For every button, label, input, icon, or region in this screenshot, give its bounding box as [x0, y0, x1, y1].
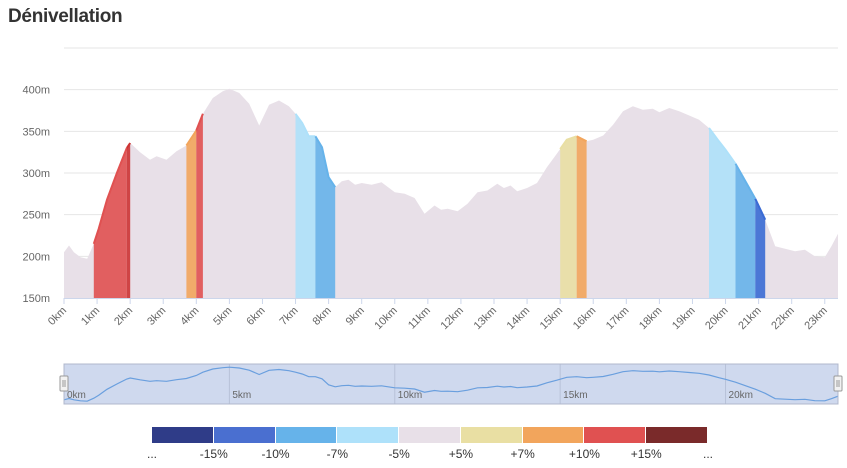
x-tick-label: 22km: [769, 305, 797, 333]
x-tick-label: 21km: [736, 305, 764, 333]
y-tick-label: 300m: [22, 168, 50, 180]
x-tick-label: 11km: [406, 305, 433, 332]
legend-label: ...: [702, 447, 714, 461]
legend-swatch: [213, 427, 276, 443]
gradient-segment-edge: [185, 129, 198, 147]
x-tick-label: 10km: [372, 305, 400, 333]
y-tick-label: 350m: [22, 126, 50, 138]
legend-label: -5%: [388, 447, 410, 461]
gradient-segment-edge: [576, 135, 588, 143]
navigator-selection[interactable]: [64, 364, 838, 404]
legend-swatch: [584, 427, 647, 443]
navigator-label: 5km: [232, 390, 251, 401]
navigator-label: 15km: [563, 390, 587, 401]
legend-label: +15%: [630, 447, 662, 461]
x-axis: 0km 1km 2km 3km 4km 5km 6km 7km 8km 9km 10km 11km 12…: [46, 298, 830, 332]
navigator-handle-right[interactable]: [833, 375, 843, 392]
gradient-segment: [93, 148, 127, 298]
legend-label: +5%: [448, 447, 474, 461]
x-tick-label: 12km: [439, 305, 467, 333]
y-tick-label: 400m: [22, 85, 50, 97]
x-tick-label: 6km: [244, 305, 267, 328]
elevation-chart: 150m 200m 250m 300m 350m 400m 0km 1km 2km 3km 4km…: [22, 47, 843, 405]
gradient-segment: [196, 113, 203, 298]
x-tick-label: 16km: [571, 305, 599, 333]
x-tick-label: 19km: [670, 305, 698, 333]
y-tick-label: 200m: [22, 251, 50, 263]
legend-label: -15%: [199, 447, 228, 461]
gradient-segment-edge: [314, 135, 337, 188]
x-tick-label: 15km: [538, 305, 566, 333]
navigator-handle-left[interactable]: [59, 375, 69, 392]
x-tick-label: 0km: [46, 305, 69, 328]
legend-swatch: [460, 427, 523, 443]
elevation-profile: [64, 88, 838, 298]
gradient-segment-edge: [92, 147, 128, 245]
range-navigator[interactable]: 0km 5km 10km 15km 20km: [59, 363, 843, 405]
x-tick-label: 3km: [145, 305, 168, 328]
gradient-segment: [576, 136, 587, 298]
x-tick-label: 7km: [277, 305, 300, 328]
elevation-area: [64, 88, 838, 299]
gradient-segment: [315, 136, 336, 298]
gradient-segment-edge: [754, 198, 767, 221]
legend-swatch: [399, 427, 461, 443]
legend-label: -10%: [261, 447, 290, 461]
x-tick-label: 17km: [604, 305, 632, 333]
legend-swatch: [646, 427, 708, 443]
x-tick-label: 23km: [802, 305, 830, 333]
legend-label: +10%: [568, 447, 600, 461]
legend-swatch: [337, 427, 400, 443]
gradient-segment: [186, 130, 197, 298]
gradient-segment: [709, 128, 736, 298]
gradient-segment-edge: [294, 113, 316, 138]
legend-swatch: [522, 427, 585, 443]
legend-label: -7%: [326, 447, 348, 461]
x-tick-label: 5km: [211, 305, 234, 328]
legend-label: +7%: [510, 447, 535, 461]
gradient-segment: [735, 163, 756, 298]
gradient-segment: [755, 198, 766, 298]
y-tick-label: 250m: [22, 210, 50, 222]
gradient-segment: [126, 143, 131, 298]
x-tick-label: 20km: [703, 305, 731, 333]
navigator-label: 0km: [67, 390, 86, 401]
gradient-segment-edge: [559, 135, 578, 150]
navigator-series-line: [63, 366, 839, 402]
legend-label: ...: [146, 447, 158, 461]
handle-body[interactable]: [833, 375, 843, 392]
gradient-legend: ... -15% -10% -7% -5% +5% +7% +10% +15%...: [147, 427, 713, 463]
x-tick-label: 18km: [637, 305, 665, 333]
x-tick-label: 14km: [505, 305, 533, 333]
x-tick-label: 1km: [79, 305, 102, 328]
x-tick-label: 8km: [311, 305, 334, 328]
gradient-segment-edge: [708, 127, 737, 165]
x-tick-label: 2km: [112, 305, 135, 328]
legend-swatch: [275, 427, 338, 443]
gradient-segment: [560, 136, 577, 298]
y-axis: 150m 200m 250m 300m 350m 400m: [22, 85, 50, 305]
y-tick-label: 150m: [22, 293, 50, 305]
gradient-segment-edge: [125, 142, 132, 149]
navigator-label: 20km: [729, 390, 753, 401]
gradient-segment: [295, 113, 316, 298]
handle-body[interactable]: [59, 375, 69, 392]
x-tick-label: 4km: [178, 305, 201, 328]
x-tick-label: 13km: [472, 305, 500, 333]
chart-title: Dénivellation: [8, 6, 123, 27]
x-tick-label: 9km: [344, 305, 367, 328]
legend-swatch: [152, 427, 214, 443]
navigator-label: 10km: [398, 390, 422, 401]
gradient-segment-edge: [734, 163, 757, 200]
gradient-segment-edge: [195, 113, 204, 131]
